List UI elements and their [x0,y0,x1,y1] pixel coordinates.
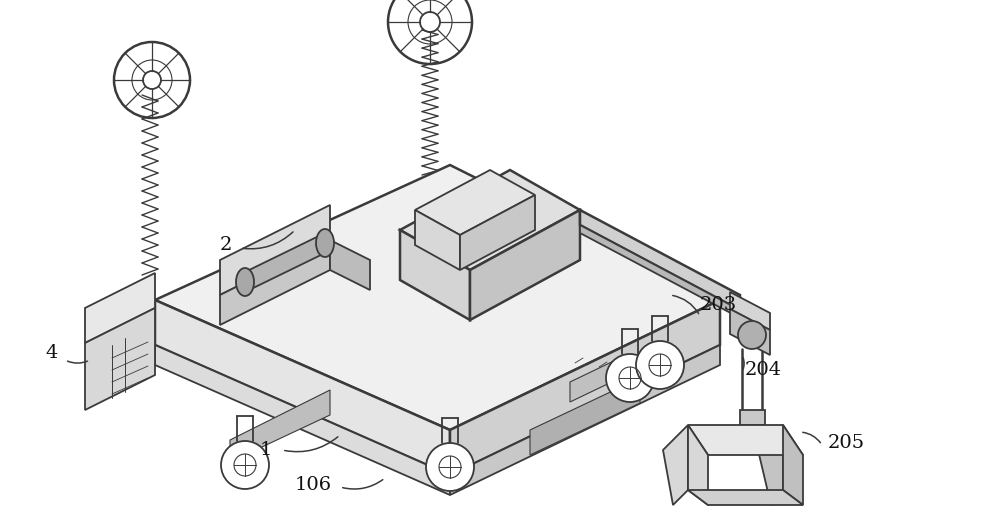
Polygon shape [663,425,688,505]
Polygon shape [245,233,325,292]
Polygon shape [85,308,155,410]
Polygon shape [530,378,640,455]
Polygon shape [220,240,330,325]
Polygon shape [330,240,370,290]
Text: 205: 205 [828,434,865,452]
Ellipse shape [236,268,254,296]
Text: 1: 1 [260,441,272,459]
Polygon shape [688,425,708,505]
Polygon shape [155,165,720,430]
Text: 203: 203 [700,296,737,314]
Polygon shape [415,170,535,235]
Circle shape [738,321,766,349]
Polygon shape [230,390,330,462]
Polygon shape [155,345,450,495]
Polygon shape [580,225,740,318]
Text: 106: 106 [295,476,332,494]
Text: 2: 2 [220,236,232,254]
Polygon shape [580,210,740,310]
Ellipse shape [316,229,334,257]
Polygon shape [450,345,720,495]
Polygon shape [220,205,330,295]
Text: 4: 4 [45,344,57,362]
Polygon shape [688,425,803,455]
Polygon shape [400,230,470,320]
Polygon shape [460,195,535,270]
Polygon shape [570,358,620,402]
Text: 204: 204 [745,361,782,379]
Polygon shape [155,300,450,475]
Polygon shape [783,425,803,505]
Circle shape [606,354,654,402]
Polygon shape [740,410,765,425]
Polygon shape [470,210,580,320]
Polygon shape [85,273,155,343]
Circle shape [636,341,684,389]
Circle shape [426,443,474,491]
Polygon shape [758,425,783,505]
Polygon shape [688,490,803,505]
Circle shape [221,441,269,489]
Polygon shape [730,292,770,330]
Polygon shape [415,210,460,270]
Polygon shape [400,170,580,270]
Polygon shape [730,309,770,355]
Polygon shape [450,300,720,475]
